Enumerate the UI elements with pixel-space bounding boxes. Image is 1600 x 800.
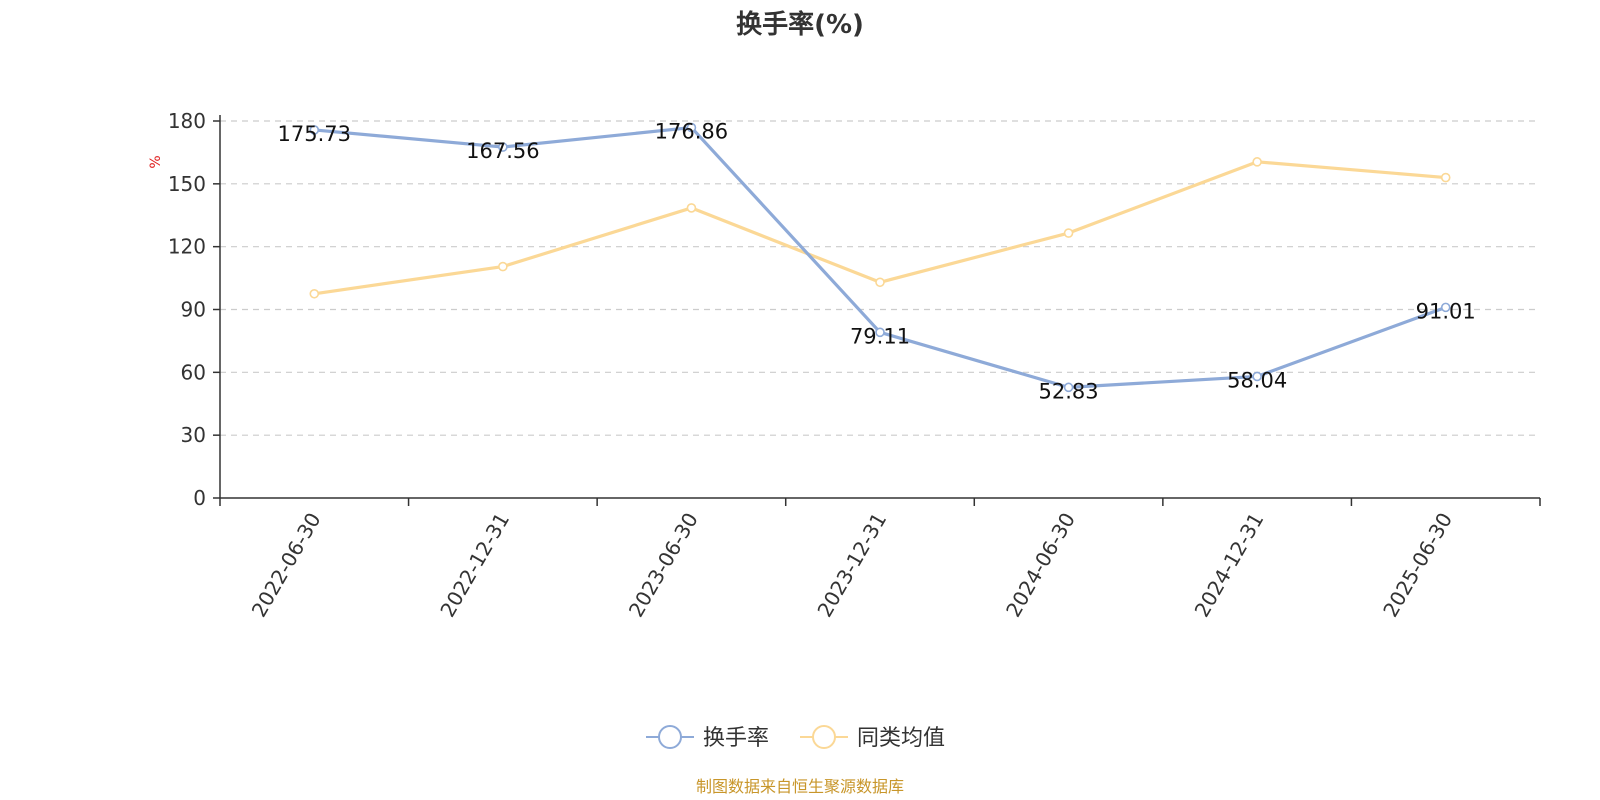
y-tick-label: 0 (193, 486, 206, 510)
data-point[interactable] (1252, 371, 1262, 382)
data-point[interactable] (498, 142, 508, 152)
data-label: 175.73 (278, 122, 351, 146)
data-point[interactable] (1063, 228, 1074, 238)
grid-lines (220, 120, 1540, 436)
legend-circle-icon (658, 725, 682, 749)
x-tick-label: 2025-06-30 (1378, 509, 1457, 622)
data-point[interactable] (686, 203, 697, 213)
series-line-1 (314, 160, 1446, 296)
data-point[interactable] (1063, 382, 1074, 393)
data-point[interactable] (686, 122, 697, 133)
legend-label: 同类均值 (857, 726, 945, 751)
data-point[interactable] (309, 288, 320, 299)
legend-item-0[interactable]: 换手率 (646, 725, 769, 751)
y-tick-label: 150 (168, 172, 206, 196)
legend-label: 换手率 (703, 726, 769, 751)
data-point[interactable] (498, 261, 508, 272)
data-point[interactable] (1440, 172, 1451, 183)
chart-title: 换手率(%) (736, 9, 864, 40)
data-label: 79.11 (850, 324, 910, 348)
data-label: 91.01 (1416, 299, 1476, 323)
y-tick-label: 30 (181, 423, 206, 447)
data-point[interactable] (875, 327, 885, 338)
data-label: 167.56 (466, 139, 539, 163)
x-tick-label: 2024-06-30 (1001, 509, 1080, 622)
x-tick-label: 2022-12-31 (435, 509, 514, 622)
data-point[interactable] (1252, 157, 1262, 167)
y-tick-label: 60 (181, 360, 206, 384)
data-point[interactable] (309, 125, 320, 135)
x-tick-label: 2024-12-31 (1190, 509, 1269, 622)
y-axis-unit-label: % (148, 155, 164, 168)
y-tick-label: 120 (168, 235, 206, 259)
data-point[interactable] (875, 277, 885, 288)
legend-circle-icon (812, 725, 836, 749)
data-label: 58.04 (1227, 368, 1287, 392)
data-labels: 175.73 167.56 176.86 79.11 52.83 58.04 91.01 (278, 120, 1476, 404)
x-tick-label: 2023-12-31 (812, 509, 891, 622)
y-tick-label: 180 (168, 109, 206, 133)
data-label: 52.83 (1039, 379, 1099, 403)
x-tick-label: 2022-06-30 (247, 509, 326, 622)
data-source-footer: 制图数据来自恒生聚源数据库 (696, 777, 904, 796)
series-lines (309, 122, 1451, 393)
axes: 0 30 60 90 120 150 180 2022-06-30 2022-12-31 2023… (168, 109, 1541, 622)
y-tick-label: 90 (181, 298, 206, 322)
legend-item-1[interactable]: 同类均值 (800, 725, 945, 751)
data-point[interactable] (1440, 302, 1451, 313)
data-label: 176.86 (655, 120, 728, 144)
series-line-0 (314, 125, 1447, 389)
x-tick-label: 2023-06-30 (624, 509, 703, 622)
legend[interactable]: 换手率 同类均值 (646, 725, 945, 751)
